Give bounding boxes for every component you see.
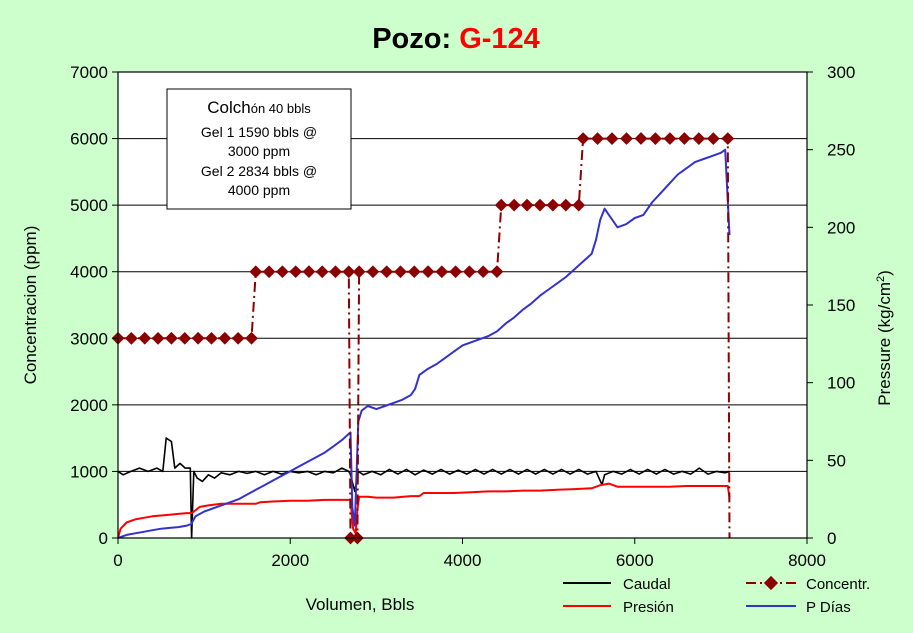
annotation-box: Colchón 40 bbls Gel 1 1590 bbls @ 3000 p… [166, 88, 352, 210]
annotation-line-5: 4000 ppm [228, 182, 290, 198]
y-axis-right-label-close: ) [875, 270, 894, 276]
concentr-marker [490, 265, 504, 279]
y-left-tick-label: 5000 [70, 196, 108, 215]
y-axis-left-label: Concentracion (ppm) [21, 226, 40, 385]
annotation-line-1: Colchón 40 bbls [207, 98, 311, 117]
annotation-line-4: Gel 2 2834 bbls @ [201, 163, 317, 179]
chart-title: Pozo: G-124 [372, 23, 540, 55]
y-right-tick-label: 150 [827, 296, 855, 315]
legend-marker-concentr [763, 575, 779, 591]
concentr-marker [302, 265, 316, 279]
concentr-marker [138, 331, 152, 345]
y-left-tick-label: 1000 [70, 462, 108, 481]
y-left-tick-label: 4000 [70, 263, 108, 282]
concentr-marker [342, 265, 356, 279]
concentr-marker [289, 265, 303, 279]
concentr-marker [520, 198, 534, 212]
concentr-marker [494, 198, 508, 212]
concentr-marker [692, 132, 706, 145]
legend-item-presion: Presión [563, 599, 674, 616]
y-left-tick-label: 2000 [70, 396, 108, 415]
x-tick-label: 6000 [616, 551, 654, 570]
x-axis-label: Volumen, Bbls [306, 595, 415, 614]
annotation-line-2: Gel 1 1590 bbls @ [201, 124, 317, 140]
concentr-marker [507, 198, 521, 212]
concentr-marker [559, 198, 573, 212]
y-axis-right-label-main: Pressure (kg/cm [875, 282, 894, 406]
legend-item-pdias: P Días [746, 599, 851, 616]
annotation-frame [166, 88, 352, 210]
series-line-pdias [117, 148, 731, 539]
tick-labels: 0100020003000400050006000700005010015020… [70, 63, 855, 570]
legend-label-caudal: Caudal [623, 576, 671, 593]
y-axis-right-label: Pressure (kg/cm2) [875, 270, 894, 406]
concentr-marker [533, 198, 547, 212]
concentr-marker [262, 265, 276, 279]
legend-label-concentr: Concentr. [806, 576, 870, 593]
concentr-marker [191, 331, 205, 345]
legend-label-pdias: P Días [806, 599, 851, 616]
concentr-marker [380, 265, 394, 279]
concentr-marker [394, 265, 407, 279]
concentr-marker [205, 331, 218, 345]
y-left-tick-label: 6000 [70, 130, 108, 149]
legend-item-concentr: Concentr. [746, 575, 870, 593]
concentr-marker [124, 331, 138, 345]
concentr-marker [178, 331, 192, 345]
concentr-marker [245, 331, 258, 345]
chart-title-well: G-124 [459, 23, 540, 55]
concentr-marker [329, 265, 342, 279]
y-right-tick-label: 300 [827, 63, 855, 82]
concentr-marker [315, 265, 329, 279]
annotation-line-3: 3000 ppm [228, 143, 290, 159]
x-tick-label: 0 [113, 551, 122, 570]
x-tick-label: 8000 [788, 551, 826, 570]
concentr-marker [276, 265, 289, 279]
concentr-marker [218, 331, 232, 345]
y-left-tick-label: 7000 [70, 63, 108, 82]
x-tick-label: 2000 [271, 551, 309, 570]
concentr-marker [435, 265, 449, 279]
y-axis-right-label-sup: 2 [875, 276, 887, 282]
concentr-marker [605, 132, 619, 145]
legend-label-presion: Presión [623, 599, 674, 616]
series-line-presion [117, 482, 731, 539]
axis-ticks [112, 71, 813, 544]
y-right-tick-label: 0 [827, 529, 836, 548]
concentr-marker [463, 265, 476, 279]
chart-title-prefix: Pozo: [372, 23, 459, 55]
series-markers-concentr [111, 132, 735, 545]
y-left-tick-label: 3000 [70, 329, 108, 348]
legend-item-caudal: Caudal [563, 576, 671, 593]
concentr-marker [407, 265, 421, 279]
concentr-marker [352, 265, 366, 279]
y-right-tick-label: 250 [827, 141, 855, 160]
x-tick-label: 4000 [444, 551, 482, 570]
concentr-marker [546, 198, 560, 212]
concentr-marker [421, 265, 435, 279]
concentr-marker [572, 198, 586, 212]
concentr-marker [620, 132, 633, 145]
concentr-marker [366, 265, 380, 279]
y-right-tick-label: 200 [827, 218, 855, 237]
series-line-caudal [117, 437, 730, 539]
y-right-tick-label: 100 [827, 374, 855, 393]
concentr-marker [476, 265, 490, 279]
y-left-tick-label: 0 [99, 529, 108, 548]
concentr-marker [231, 331, 245, 345]
concentr-marker [151, 331, 165, 345]
series-layer [111, 132, 735, 545]
concentr-marker [634, 132, 648, 145]
concentr-marker [649, 132, 662, 145]
concentr-marker [449, 265, 462, 279]
y-right-tick-label: 50 [827, 451, 846, 470]
legend: Caudal Presión Concentr. P Días [563, 575, 870, 616]
